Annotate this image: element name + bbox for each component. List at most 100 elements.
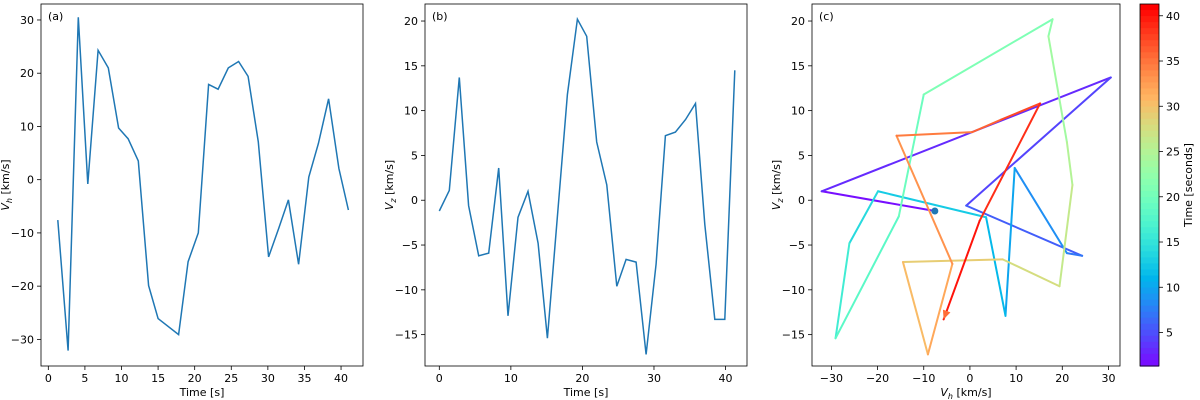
- x-tick-label: 20: [1055, 372, 1069, 385]
- colorbar-band: [1140, 347, 1159, 355]
- trajectory-segment: [820, 190, 936, 212]
- panel-label: (c): [819, 10, 834, 23]
- colorbar-band: [1140, 227, 1159, 234]
- colorbar-band: [1140, 40, 1159, 47]
- colorbar-tick-label: 20: [1166, 191, 1180, 204]
- x-tick-label: 40: [719, 372, 733, 385]
- colorbar-tick-label: 30: [1166, 100, 1180, 113]
- colorbar-band: [1140, 281, 1159, 289]
- y-tick-label: 0: [27, 174, 34, 187]
- colorbar-band: [1140, 329, 1159, 337]
- colorbar-band: [1140, 323, 1159, 331]
- trajectory-segment: [1047, 35, 1068, 143]
- x-tick-label: −20: [866, 372, 889, 385]
- colorbar-band: [1140, 275, 1159, 283]
- trajectory-segment: [877, 190, 988, 219]
- y-tick-label: 10: [20, 120, 34, 133]
- y-tick-label: −5: [402, 239, 418, 252]
- y-axis-label: Vz [km/s]: [383, 160, 398, 210]
- y-tick-label: 10: [791, 105, 805, 118]
- colorbar-band: [1140, 76, 1159, 84]
- y-tick-label: 5: [798, 149, 805, 162]
- colorbar-band: [1140, 197, 1159, 204]
- trajectory-segment: [971, 118, 1003, 134]
- colorbar-band: [1140, 154, 1159, 162]
- panel-0-frame: [40, 3, 364, 367]
- panel-2-axes: −30 −20 −10 0 10 20 30 −15 −10 −5 0 5 10 15 20 (c) Vh [k…: [770, 10, 1115, 400]
- colorbar-band: [1140, 58, 1159, 65]
- trajectory-segment: [926, 262, 954, 356]
- trajectory-segment: [1058, 184, 1074, 288]
- x-tick-label: −10: [912, 372, 935, 385]
- y-tick-label: 10: [404, 105, 418, 118]
- colorbar-band: [1140, 209, 1159, 216]
- y-tick-label: 15: [791, 60, 805, 73]
- trajectory-segment: [1047, 18, 1054, 38]
- trajectory-segment: [965, 76, 1112, 207]
- start-marker: [931, 207, 939, 215]
- y-axis-label: Vz [km/s]: [770, 160, 785, 210]
- x-tick-label: 15: [151, 372, 165, 385]
- y-tick-label: −10: [395, 284, 418, 297]
- trajectory-segment: [978, 102, 1042, 222]
- colorbar-band: [1140, 10, 1159, 17]
- colorbar-band: [1140, 70, 1159, 77]
- colorbar-band: [1140, 191, 1159, 198]
- end-arrowhead: [942, 309, 951, 320]
- trajectory-segment: [1001, 258, 1061, 288]
- x-tick-label: 20: [575, 372, 589, 385]
- trajectory-segment: [1000, 102, 1042, 121]
- x-tick-label: 10: [1009, 372, 1023, 385]
- colorbar-band: [1140, 263, 1159, 271]
- colorbar-band: [1140, 311, 1159, 319]
- trajectory-segment: [848, 190, 880, 245]
- colorbar-band: [1140, 130, 1159, 138]
- colorbar-band: [1140, 94, 1159, 102]
- panel-2-frame: [811, 3, 1121, 367]
- x-tick-label: 30: [261, 372, 275, 385]
- x-tick-label: 35: [297, 372, 311, 385]
- x-tick-label: −30: [820, 372, 843, 385]
- x-tick-label: 0: [966, 372, 973, 385]
- trajectory-segment: [834, 215, 900, 340]
- colorbar-band: [1140, 245, 1159, 252]
- x-tick-label: 10: [504, 372, 518, 385]
- trajectory-segment: [895, 134, 954, 265]
- colorbar-tick-label: 40: [1166, 10, 1180, 23]
- colorbar-band: [1140, 166, 1159, 174]
- y-tick-label: −15: [395, 329, 418, 342]
- colorbar-band: [1140, 142, 1159, 150]
- y-tick-label: −10: [11, 227, 34, 240]
- trajectory-segment: [820, 76, 1112, 193]
- y-tick-label: −20: [11, 280, 34, 293]
- colorbar-band: [1140, 305, 1159, 313]
- colorbar-band: [1140, 160, 1159, 168]
- colorbar-band: [1140, 293, 1159, 301]
- trajectory-segment: [1013, 166, 1068, 255]
- trajectory-segment: [942, 219, 981, 321]
- panel-label: (a): [48, 10, 63, 23]
- colorbar-band: [1140, 88, 1159, 96]
- x-axis-label: Time [s]: [179, 386, 225, 399]
- trajectory-segment: [1004, 166, 1016, 317]
- trajectory-segment: [1065, 252, 1084, 257]
- colorbar-band: [1140, 34, 1159, 41]
- colorbar-band: [1140, 341, 1159, 349]
- colorbar-band: [1140, 251, 1159, 258]
- colorbar-band: [1140, 46, 1159, 53]
- colorbar-band: [1140, 353, 1159, 361]
- colorbar-band: [1140, 335, 1159, 343]
- trajectory-segment: [922, 18, 1054, 96]
- y-tick-label: 30: [20, 14, 34, 27]
- colorbar-band: [1140, 52, 1159, 59]
- colorbar-tick-label: 35: [1166, 55, 1180, 68]
- x-tick-label: 20: [188, 372, 202, 385]
- colorbar-band: [1140, 22, 1159, 29]
- trajectory-segment: [1065, 140, 1074, 186]
- colorbar-band: [1140, 112, 1159, 120]
- panel-1-frame: [424, 3, 748, 367]
- colorbar-tick-label: 5: [1166, 327, 1173, 340]
- colorbar-band: [1140, 118, 1159, 126]
- x-tick-label: 5: [81, 372, 88, 385]
